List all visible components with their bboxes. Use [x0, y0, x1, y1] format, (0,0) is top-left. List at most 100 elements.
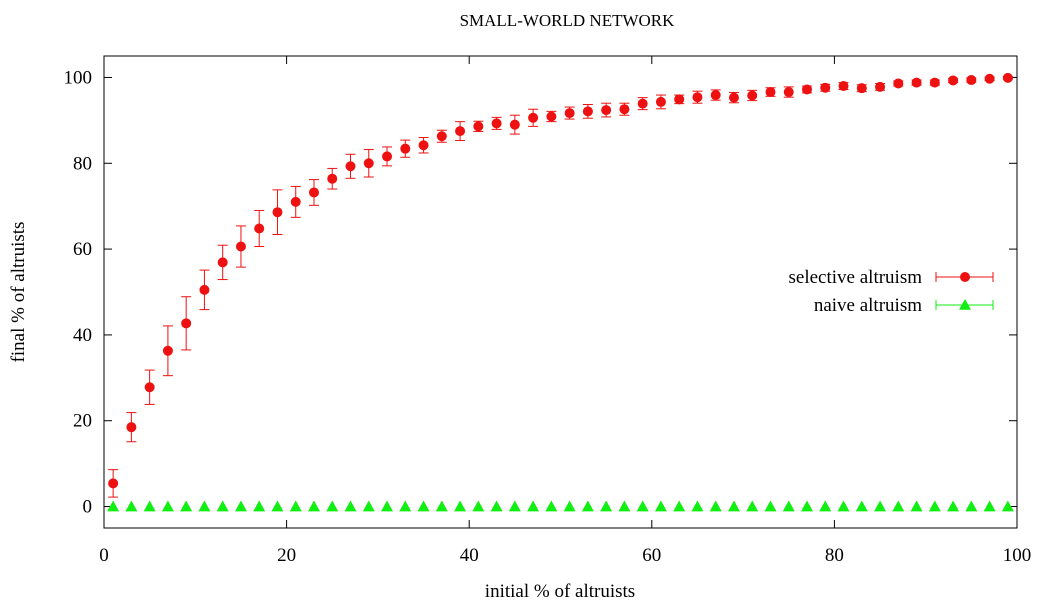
- data-point: [965, 500, 978, 512]
- data-point: [875, 81, 886, 92]
- data-point: [308, 187, 319, 198]
- data-point: [362, 500, 375, 512]
- legend-label: naive altruism: [814, 295, 922, 316]
- series-selective-altruism: [108, 72, 1013, 498]
- data-point: [838, 81, 849, 92]
- legend-marker: [960, 272, 970, 282]
- data-point: [746, 500, 759, 512]
- data-point: [636, 500, 649, 512]
- y-axis: 0 20 40 60 80 100: [64, 67, 1017, 518]
- data-point: [983, 500, 996, 512]
- data-point: [820, 82, 831, 93]
- data-point: [162, 345, 173, 356]
- data-point: [399, 500, 412, 512]
- data-point: [1001, 500, 1014, 512]
- data-point: [928, 500, 941, 512]
- data-point: [802, 84, 813, 95]
- data-point: [764, 500, 777, 512]
- data-point: [911, 77, 922, 88]
- data-point: [782, 500, 795, 512]
- data-point: [400, 143, 411, 154]
- x-tick-label: 100: [1003, 545, 1032, 566]
- data-point: [728, 92, 739, 103]
- data-point: [819, 500, 832, 512]
- data-point: [454, 500, 467, 512]
- data-point: [692, 92, 703, 103]
- data-point: [527, 500, 540, 512]
- data-point: [326, 500, 339, 512]
- data-point: [125, 500, 138, 512]
- data-point: [984, 73, 995, 84]
- data-point: [345, 161, 356, 172]
- data-point: [327, 173, 338, 184]
- data-point: [582, 106, 593, 117]
- data-point: [235, 241, 246, 252]
- data-point: [765, 87, 776, 98]
- data-point: [253, 500, 266, 512]
- data-point: [180, 500, 193, 512]
- legend-label: selective altruism: [789, 267, 923, 288]
- y-tick-label: 100: [64, 67, 93, 88]
- data-point: [929, 77, 940, 88]
- data-point: [601, 105, 612, 116]
- series-naive-altruism: [107, 500, 1014, 512]
- data-point: [837, 500, 850, 512]
- data-point: [747, 90, 758, 101]
- data-point: [490, 500, 503, 512]
- x-tick-label: 0: [99, 545, 109, 566]
- data-point: [691, 500, 704, 512]
- legend-marker: [959, 299, 971, 310]
- data-point: [619, 104, 630, 115]
- data-point: [435, 500, 448, 512]
- data-point: [199, 284, 210, 295]
- x-tick-label: 60: [642, 545, 661, 566]
- data-point: [563, 500, 576, 512]
- x-tick-label: 20: [277, 545, 296, 566]
- data-point: [546, 111, 557, 122]
- data-point: [673, 500, 686, 512]
- data-point: [801, 500, 814, 512]
- data-point: [966, 75, 977, 86]
- y-tick-label: 40: [73, 325, 92, 346]
- data-point: [181, 318, 192, 329]
- data-point: [381, 500, 394, 512]
- chart-title: SMALL-WORLD NETWORK: [460, 11, 676, 30]
- data-point: [216, 500, 229, 512]
- data-point: [709, 500, 722, 512]
- data-point: [581, 500, 594, 512]
- data-point: [710, 90, 721, 101]
- data-point: [564, 108, 575, 119]
- data-point: [893, 78, 904, 89]
- data-point: [126, 422, 137, 433]
- data-point: [436, 131, 447, 142]
- data-point: [307, 500, 320, 512]
- data-point: [363, 158, 374, 169]
- y-tick-label: 20: [73, 411, 92, 432]
- plot-frame: [103, 55, 1018, 529]
- data-point: [455, 126, 466, 137]
- data-point: [198, 500, 211, 512]
- data-point: [856, 83, 867, 94]
- data-point: [655, 96, 666, 107]
- data-point: [947, 500, 960, 512]
- x-axis: 0 20 40 60 80 100: [99, 56, 1031, 566]
- data-point: [654, 500, 667, 512]
- data-point: [874, 500, 887, 512]
- data-point: [892, 500, 905, 512]
- data-point: [418, 140, 429, 151]
- data-point: [234, 500, 247, 512]
- data-point: [727, 500, 740, 512]
- data-point: [107, 500, 120, 512]
- data-point: [472, 500, 485, 512]
- data-point: [289, 500, 302, 512]
- data-point: [674, 94, 685, 105]
- data-point: [528, 112, 539, 123]
- data-point: [272, 207, 283, 218]
- x-tick-label: 80: [825, 545, 844, 566]
- data-point: [382, 151, 393, 162]
- data-point: [217, 257, 228, 268]
- y-axis-label: final % of altruists: [8, 222, 29, 363]
- data-point: [254, 223, 265, 234]
- data-point: [1002, 72, 1013, 83]
